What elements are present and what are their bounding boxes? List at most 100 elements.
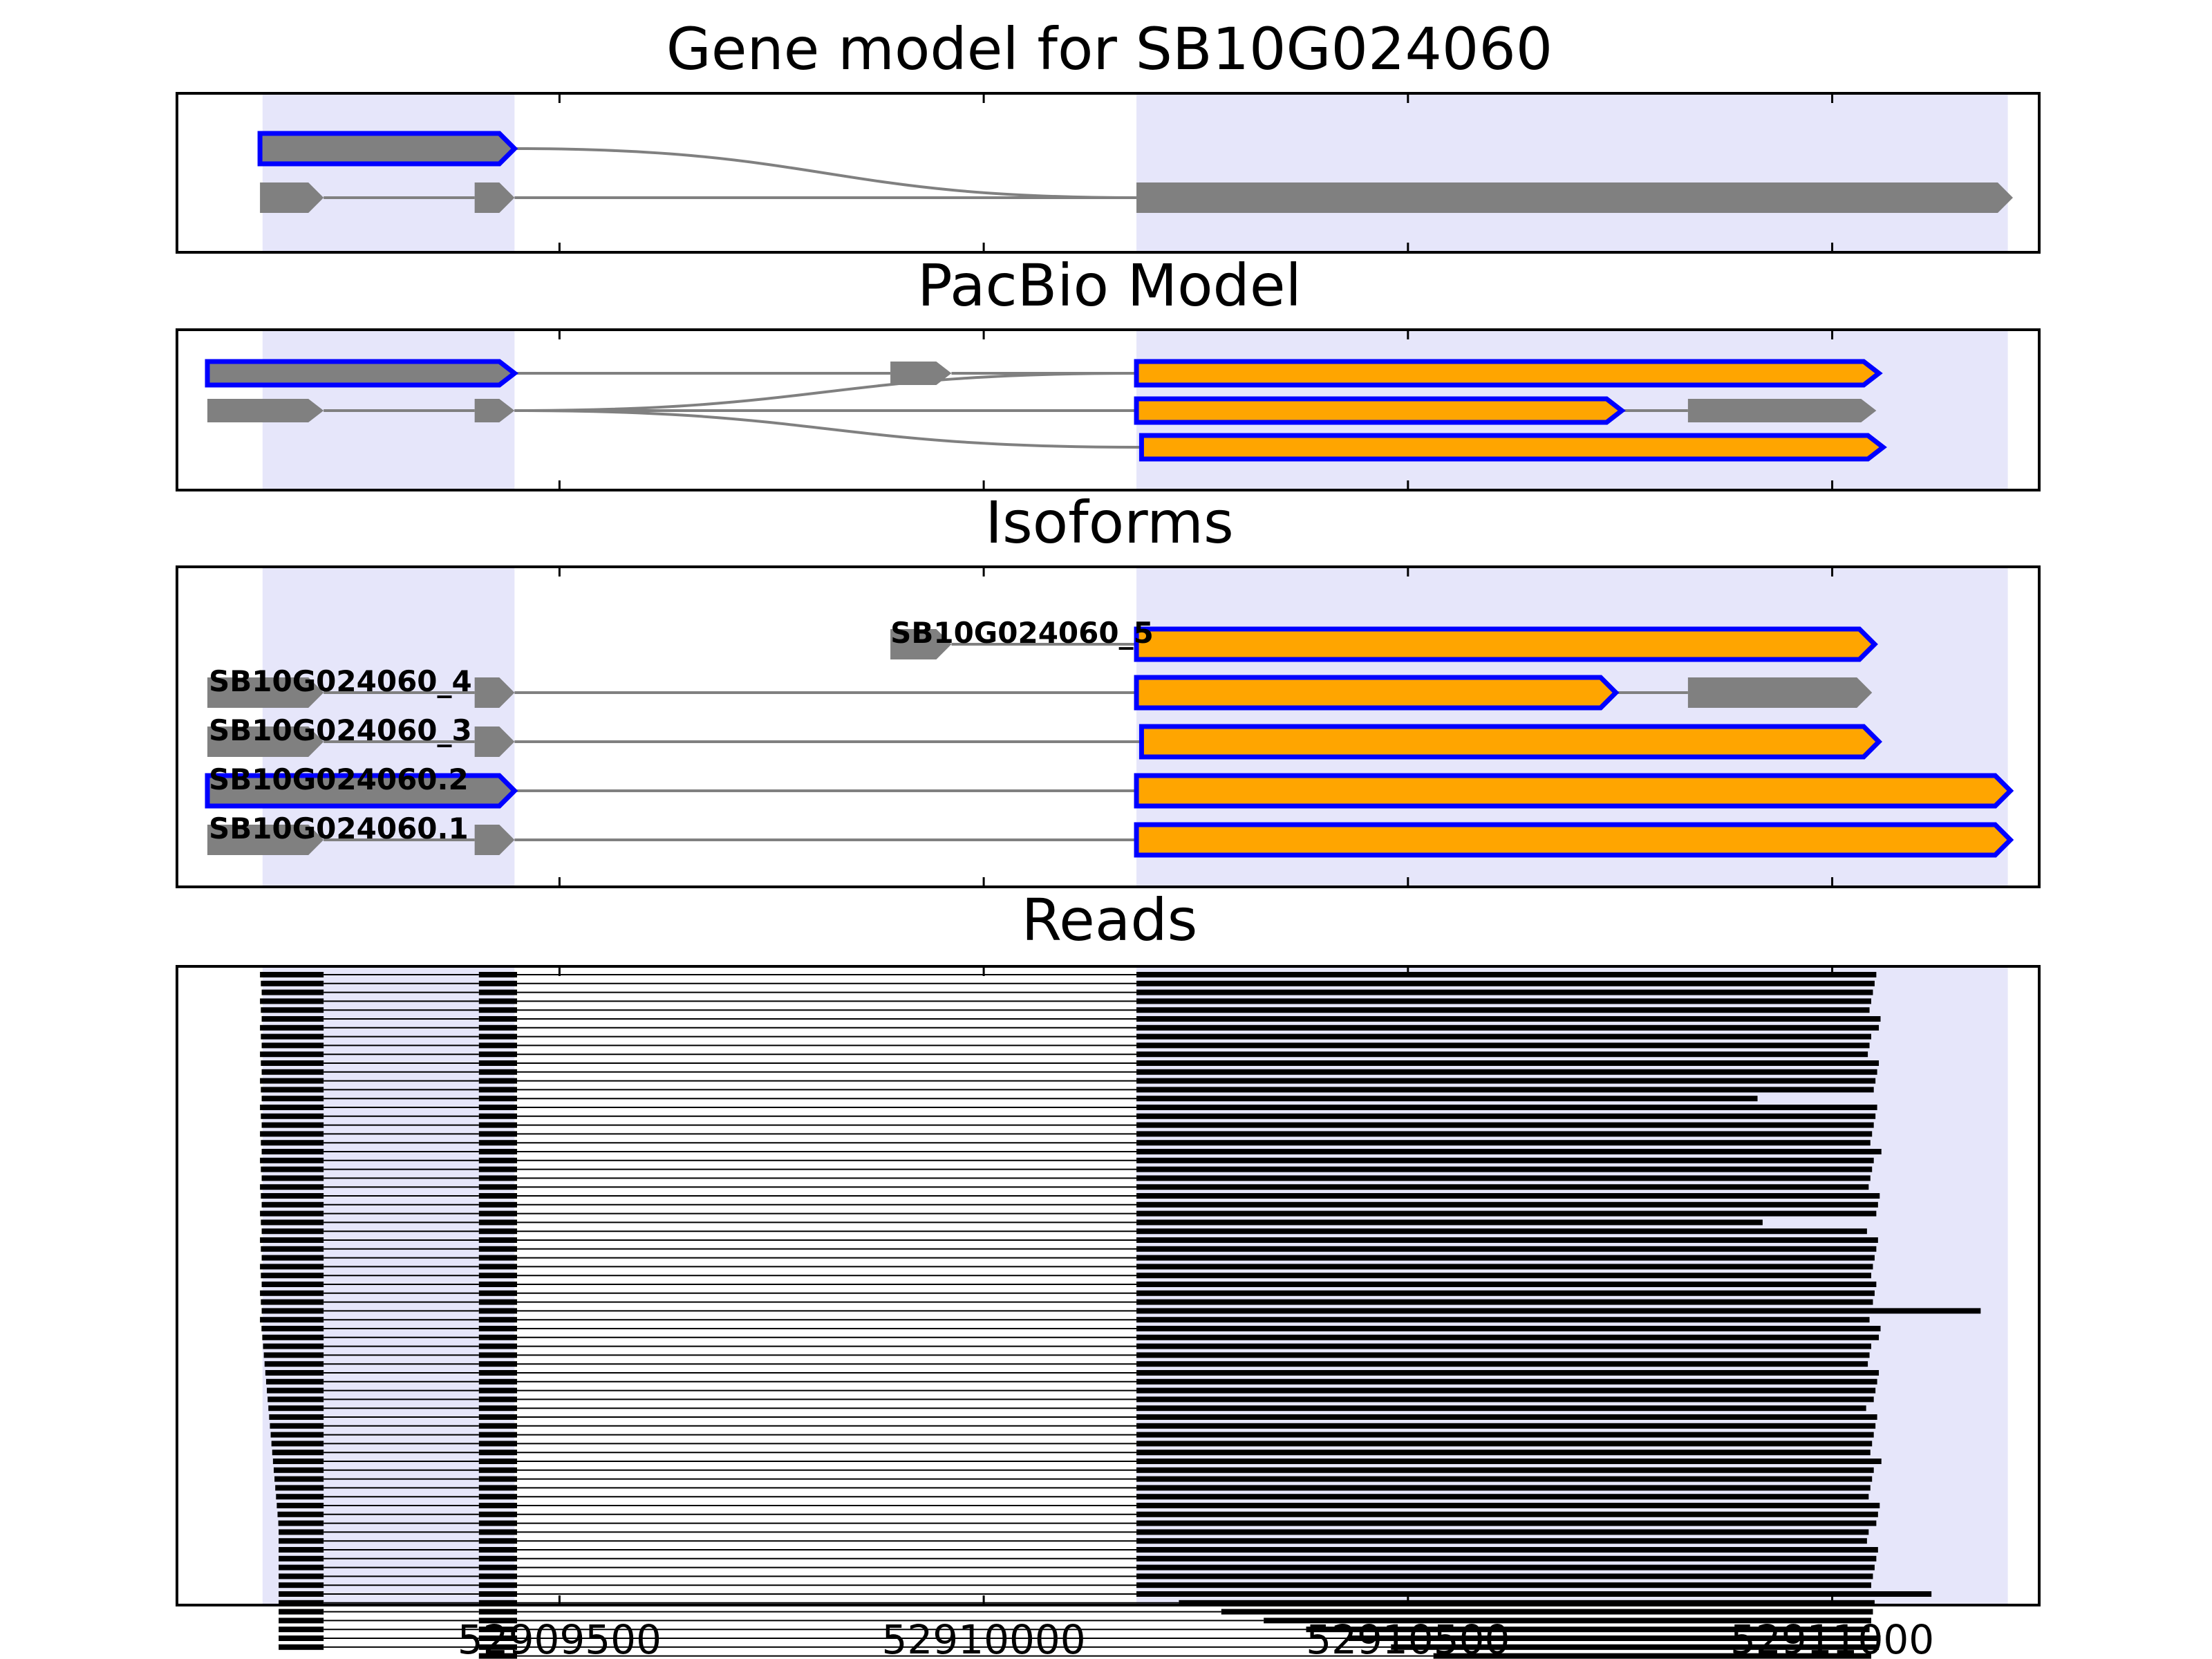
x-tick-label: 52909500	[458, 1616, 662, 1659]
read-block	[1136, 989, 1873, 995]
read-block	[478, 1326, 518, 1331]
read-block	[478, 1273, 518, 1279]
isoform-row: SB10G024060_3	[207, 713, 1883, 760]
read-block	[1136, 1591, 1932, 1597]
exon-block	[207, 677, 324, 708]
read-block	[1136, 1016, 1881, 1022]
read-block	[478, 1219, 518, 1226]
read-block	[478, 1024, 518, 1031]
exon-block	[474, 727, 515, 757]
read-block	[261, 1016, 324, 1022]
read-block	[1348, 1635, 1881, 1641]
read-block	[1136, 1060, 1880, 1066]
read-block	[478, 1343, 518, 1349]
read	[260, 1024, 1880, 1031]
read	[268, 1396, 1874, 1403]
read	[261, 1060, 1880, 1066]
read	[263, 1343, 1872, 1349]
read-block	[1136, 1494, 1869, 1500]
read-block	[1136, 1096, 1758, 1102]
read-block	[1136, 1264, 1873, 1270]
panel-title-gene-model: Gene model for SB10G024060	[666, 15, 1553, 83]
read-block	[478, 1113, 518, 1119]
read	[270, 1423, 1876, 1429]
read-block	[478, 1078, 518, 1084]
read-block	[1264, 1618, 1872, 1624]
isoform-label: SB10G024060_5	[890, 616, 1154, 650]
read-block	[478, 1051, 518, 1058]
read	[261, 1016, 1881, 1022]
read-block	[268, 1405, 324, 1412]
read	[279, 1635, 1881, 1641]
read-block	[261, 1140, 324, 1146]
read-block	[261, 989, 324, 995]
read-block	[261, 1246, 324, 1252]
read-block	[260, 1131, 324, 1137]
read-block	[1136, 998, 1872, 1004]
read-block	[1136, 1193, 1880, 1199]
read-block	[1136, 1237, 1878, 1243]
read	[260, 998, 1872, 1004]
read	[276, 1494, 1869, 1500]
read	[261, 1175, 1871, 1181]
read-block	[261, 1087, 324, 1093]
read-block	[478, 972, 518, 977]
read-block	[478, 1352, 518, 1358]
read-block	[260, 1184, 324, 1190]
read-block	[478, 1635, 518, 1641]
read-block	[1136, 1290, 1875, 1296]
read-block	[1136, 1282, 1877, 1287]
read-block	[478, 1016, 518, 1022]
read	[261, 1228, 1867, 1235]
panel-content	[257, 131, 2013, 213]
read-block	[260, 1078, 324, 1084]
panel-border	[176, 965, 2041, 1606]
read	[260, 1290, 1875, 1296]
read	[277, 1511, 1878, 1517]
read-block	[1136, 1308, 1981, 1314]
isoform-row: SB10G024060_4	[207, 664, 1873, 711]
read	[260, 1210, 1877, 1217]
read-block	[260, 1051, 324, 1058]
read-block	[478, 1441, 518, 1447]
read-block	[478, 1060, 518, 1066]
isoform-label: SB10G024060.2	[209, 762, 469, 796]
read-block	[263, 1352, 324, 1358]
read-block	[260, 1317, 324, 1323]
read-block	[478, 1255, 518, 1261]
read-block	[261, 1299, 324, 1305]
read	[271, 1441, 1873, 1447]
read-block	[478, 1042, 518, 1049]
read	[269, 1414, 1877, 1420]
read-block	[275, 1485, 324, 1491]
read-block	[1136, 1405, 1866, 1412]
read-block	[260, 1210, 324, 1217]
read-block	[478, 1105, 518, 1110]
exon-block	[1134, 822, 2014, 858]
read	[261, 1308, 1981, 1314]
read-block	[261, 1193, 324, 1199]
read	[270, 1432, 1874, 1438]
read-block	[265, 1370, 324, 1376]
panel-title-pacbio-model: PacBio Model	[917, 252, 1302, 319]
read-block	[478, 1414, 518, 1420]
read-block	[261, 1060, 324, 1066]
read	[263, 1352, 1870, 1358]
panel-background	[262, 93, 2008, 252]
read-block	[1136, 1423, 1876, 1429]
read	[272, 1450, 1871, 1456]
read	[261, 1007, 1870, 1013]
read	[279, 1609, 1873, 1615]
x-tick-label: 52910000	[882, 1616, 1086, 1659]
read	[267, 1387, 1876, 1394]
exon-block	[474, 825, 515, 855]
read	[261, 1246, 1877, 1252]
exon-block	[1134, 675, 1620, 711]
exon-block	[205, 359, 519, 388]
read-block	[1136, 1157, 1874, 1163]
read-block	[478, 1184, 518, 1190]
read-block	[478, 1007, 518, 1013]
read-block	[478, 1503, 518, 1508]
read-block	[478, 1494, 518, 1500]
read	[260, 1051, 1868, 1058]
